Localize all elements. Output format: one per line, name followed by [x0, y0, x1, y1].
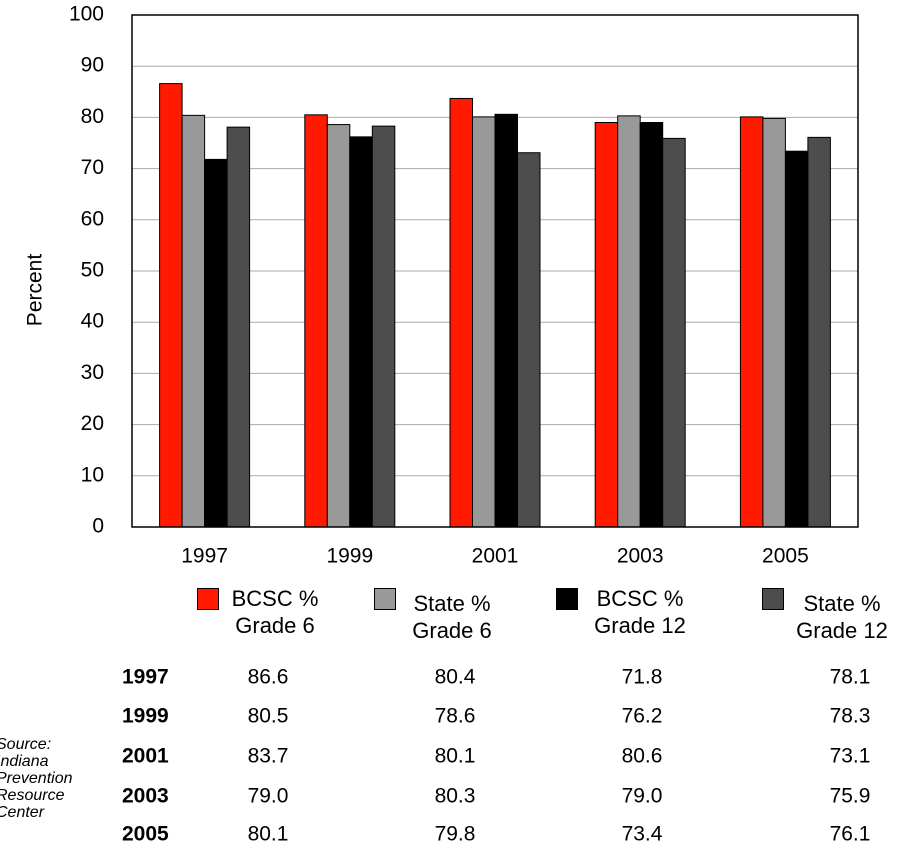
y-tick-label: 100 [69, 3, 104, 26]
legend-label: State % Grade 6 [412, 591, 492, 643]
table-cell: 73.1 [830, 745, 871, 768]
y-tick-label: 30 [81, 361, 104, 384]
x-tick-label: 1999 [326, 545, 373, 568]
legend-label: BCSC % Grade 12 [594, 586, 686, 638]
bar [159, 83, 183, 528]
bar [639, 122, 664, 528]
source-note: Source: Indiana Prevention Resource Cent… [0, 736, 73, 821]
y-tick-label: 60 [81, 207, 104, 230]
table-cell: 80.4 [435, 666, 476, 689]
table-row-label: 1999 [122, 705, 169, 728]
bar [181, 114, 206, 528]
table-cell: 78.6 [435, 705, 476, 728]
table-cell: 80.3 [435, 785, 476, 808]
y-tick-label: 70 [81, 156, 104, 179]
y-tick-label: 50 [81, 259, 104, 282]
table-row-label: 2003 [122, 785, 169, 808]
table-row-label: 1997 [122, 666, 169, 689]
y-tick-label: 10 [81, 463, 104, 486]
legend-label: BCSC % Grade 6 [231, 586, 319, 638]
bar [594, 122, 619, 528]
bar [349, 136, 373, 528]
y-tick-label: 80 [81, 105, 104, 128]
bar [807, 136, 831, 528]
x-tick-label: 2001 [472, 545, 519, 568]
y-axis-label: Percent [24, 254, 47, 327]
table-cell: 79.0 [622, 785, 663, 808]
bar [204, 158, 228, 528]
table-cell: 80.1 [248, 823, 289, 846]
bar [472, 116, 496, 528]
bar [762, 117, 786, 528]
table-cell: 80.1 [435, 745, 476, 768]
table-cell: 71.8 [622, 666, 663, 689]
legend-label: State % Grade 12 [796, 591, 888, 643]
table-cell: 78.1 [830, 666, 871, 689]
y-tick-label: 90 [81, 54, 104, 77]
table-cell: 83.7 [248, 745, 289, 768]
bar [739, 116, 764, 528]
bar [517, 152, 541, 528]
table-cell: 86.6 [248, 666, 289, 689]
table-cell: 73.4 [622, 823, 663, 846]
bar [617, 115, 641, 528]
legend-swatch [374, 588, 396, 610]
bar [662, 137, 686, 528]
table-cell: 80.5 [248, 705, 289, 728]
table-row-label: 2005 [122, 823, 169, 846]
table-cell: 76.1 [830, 823, 871, 846]
table-cell: 76.2 [622, 705, 663, 728]
table-cell: 78.3 [830, 705, 871, 728]
legend-swatch [197, 588, 219, 610]
bar [449, 97, 473, 528]
table-cell: 79.8 [435, 823, 476, 846]
bar [326, 124, 351, 528]
table-row-label: 2001 [122, 745, 169, 768]
y-tick-label: 20 [81, 412, 104, 435]
y-tick-label: 0 [92, 515, 104, 538]
table-cell: 80.6 [622, 745, 663, 768]
table-cell: 75.9 [830, 785, 871, 808]
x-tick-label: 2003 [617, 545, 664, 568]
legend-swatch [556, 588, 578, 610]
bar [226, 126, 251, 528]
plot-border [131, 14, 859, 528]
table-cell: 79.0 [248, 785, 289, 808]
bar [371, 125, 396, 528]
legend-swatch [762, 588, 784, 610]
bar [784, 150, 809, 528]
bar [494, 113, 518, 528]
x-tick-label: 1997 [181, 545, 228, 568]
x-tick-label: 2005 [762, 545, 809, 568]
y-tick-label: 40 [81, 310, 104, 333]
bar [304, 114, 328, 528]
